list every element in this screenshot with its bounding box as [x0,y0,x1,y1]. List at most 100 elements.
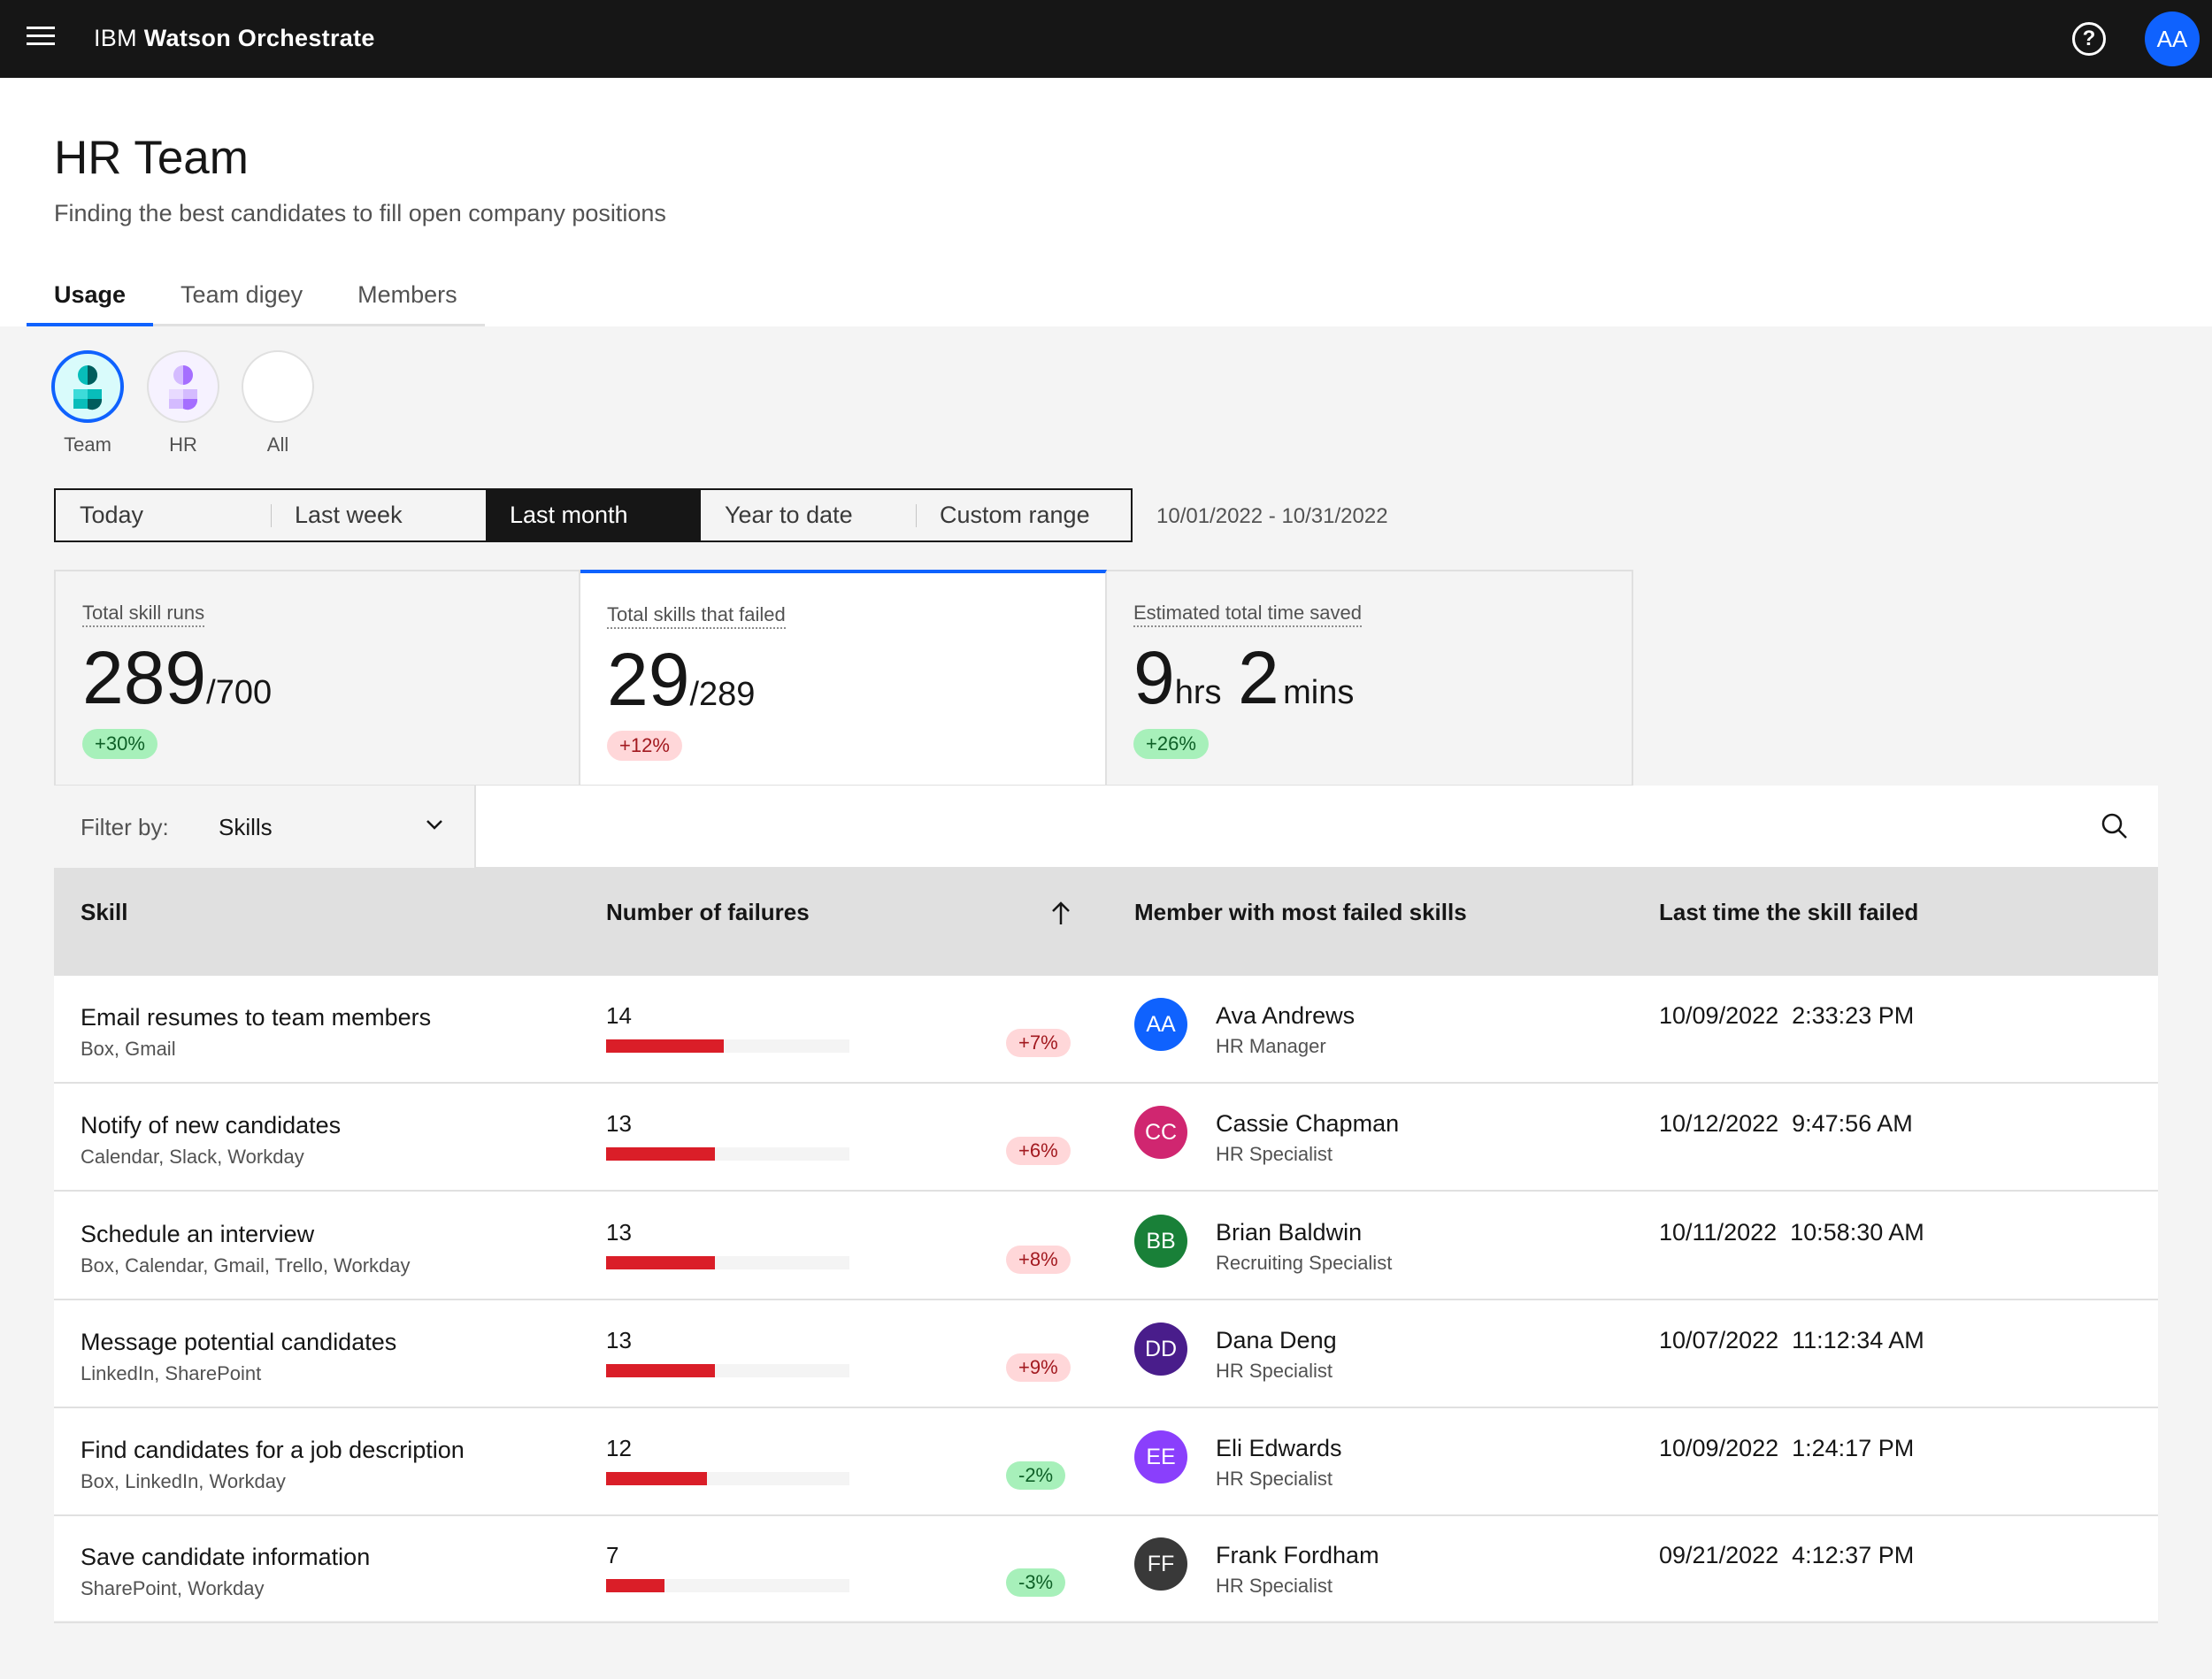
member-name[interactable]: Frank Fordham [1216,1542,1379,1568]
column-header-failures[interactable]: Number of failures [606,899,810,925]
member-role: HR Manager [1216,1035,1326,1057]
skill-name[interactable]: Message potential candidates [81,1329,397,1355]
hr-icon [169,365,198,410]
tab-members[interactable]: Members [330,269,485,326]
member-avatar[interactable]: DD [1134,1322,1187,1376]
failure-count: 14 [606,1002,632,1029]
member-name[interactable]: Brian Baldwin [1216,1219,1363,1246]
team-segment-circle [51,350,124,423]
skill-name[interactable]: Save candidate information [81,1544,371,1570]
table-row[interactable]: Schedule an interview Box, Calendar, Gmai… [54,1192,2158,1300]
segment-label-hr: HR [169,433,197,456]
member-name[interactable]: Eli Edwards [1216,1435,1342,1461]
failure-bar-track [606,1256,849,1269]
kpi-value: 289/700 [82,635,272,721]
product-name[interactable]: IBM Watson Orchestrate [94,25,375,52]
table-row[interactable]: Message potential candidates LinkedIn, Sh… [54,1300,2158,1408]
kpi-main-value: 289 [82,636,207,719]
failure-change-tag: -3% [1006,1568,1066,1597]
last-failed-time: 10/12/2022 9:47:56 AM [1659,1110,1913,1137]
failure-bar-fill [606,1472,707,1485]
kpi-total-skills-failed[interactable]: Total skills that failed 29/289 +12% [580,570,1107,786]
kpi-label[interactable]: Total skill runs [82,602,205,627]
skill-apps: SharePoint, Workday [81,1577,265,1599]
segment-all[interactable]: All [240,350,316,456]
filter-dropdown[interactable]: Filter by: Skills [54,786,476,868]
kpi-value: 29/289 [607,637,755,723]
table-row[interactable]: Find candidates for a job description Box… [54,1408,2158,1516]
arrow-up-icon[interactable] [1049,900,1072,926]
menu-icon[interactable] [27,27,55,51]
switch-last-week[interactable]: Last week [271,490,486,540]
switch-custom-range[interactable]: Custom range [916,490,1131,540]
failure-change-tag: +8% [1006,1246,1071,1274]
segment-hr[interactable]: HR [145,350,221,456]
column-header-last-failed[interactable]: Last time the skill failed [1659,899,1919,925]
member-name[interactable]: Cassie Chapman [1216,1110,1400,1137]
kpi-tiles: Total skill runs 289/700 +30% Total skil… [54,570,1633,786]
member-role: HR Specialist [1216,1143,1333,1165]
user-avatar[interactable]: AA [2145,12,2200,66]
segment-team[interactable]: Team [50,350,126,456]
table-row[interactable]: Save candidate information SharePoint, Wo… [54,1515,2158,1623]
failure-bar-track [606,1579,849,1592]
member-role: HR Specialist [1216,1575,1333,1597]
member-avatar[interactable]: AA [1134,998,1187,1051]
kpi-time-saved[interactable]: Estimated total time saved 9hrs 2 mins +… [1107,570,1633,786]
failure-bar-fill [606,1364,716,1377]
member-name[interactable]: Dana Deng [1216,1327,1337,1353]
brand-prefix: IBM [94,25,137,51]
skill-name[interactable]: Notify of new candidates [81,1112,342,1138]
switch-year-to-date[interactable]: Year to date [725,502,853,528]
switch-today[interactable]: Today [80,502,144,528]
date-range-text: 10/01/2022 - 10/31/2022 [1156,504,1388,528]
kpi-suffix: /289 [689,676,756,713]
top-header: IBM Watson Orchestrate ? AA [0,0,2212,78]
failure-bar-track [606,1472,849,1485]
skill-apps: LinkedIn, SharePoint [81,1362,262,1384]
tab-team-digey[interactable]: Team digey [153,269,331,326]
skill-name[interactable]: Find candidates for a job description [81,1437,465,1463]
failure-count: 13 [606,1327,632,1353]
filter-label: Filter by: [81,814,169,840]
kpi-label[interactable]: Total skills that failed [607,603,786,629]
tab-usage[interactable]: Usage [27,269,154,326]
table-row[interactable]: Email resumes to team members Box, Gmail 1… [54,976,2158,1084]
tab-list: Usage Team digey Members [27,269,485,326]
switch-last-month[interactable]: Last month [486,490,701,540]
kpi-change-tag: +12% [607,731,682,761]
table-toolbar: Filter by: Skills [54,786,2158,868]
date-range-switcher: Today Last week Last month Year to date … [54,488,1133,542]
help-icon[interactable]: ? [2072,22,2106,56]
page-subtitle: Finding the best candidates to fill open… [54,200,666,226]
kpi-total-skill-runs[interactable]: Total skill runs 289/700 +30% [54,570,580,786]
kpi-hours-unit: hrs [1174,674,1222,711]
member-avatar[interactable]: EE [1134,1430,1187,1484]
member-role: Recruiting Specialist [1216,1252,1393,1274]
column-header-skill[interactable]: Skill [81,899,128,925]
member-avatar[interactable]: CC [1134,1106,1187,1159]
member-avatar[interactable]: BB [1134,1215,1187,1268]
column-header-member[interactable]: Member with most failed skills [1134,899,1467,925]
skill-apps: Box, Calendar, Gmail, Trello, Workday [81,1254,411,1276]
last-failed-time: 10/09/2022 1:24:17 PM [1659,1435,1915,1461]
failure-bar-fill [606,1579,665,1592]
kpi-value: 9hrs 2 mins [1133,635,1354,721]
skill-name[interactable]: Schedule an interview [81,1221,315,1247]
failure-count: 7 [606,1542,619,1568]
kpi-main-value: 29 [607,638,690,721]
failure-bar-fill [606,1147,716,1161]
skill-name[interactable]: Email resumes to team members [81,1004,432,1031]
failure-bar-fill [606,1039,724,1053]
kpi-minutes-value: 2 [1237,636,1279,719]
failure-change-tag: +9% [1006,1353,1071,1382]
kpi-label[interactable]: Estimated total time saved [1133,602,1363,627]
table-row[interactable]: Notify of new candidates Calendar, Slack,… [54,1084,2158,1192]
kpi-change-tag: +30% [82,729,157,759]
hr-segment-circle [147,350,219,423]
search-icon[interactable] [2099,810,2131,842]
failure-change-tag: +6% [1006,1137,1071,1165]
member-avatar[interactable]: FF [1134,1537,1187,1591]
page-header: HR Team Finding the best candidates to f… [0,78,2212,326]
member-name[interactable]: Ava Andrews [1216,1002,1356,1029]
